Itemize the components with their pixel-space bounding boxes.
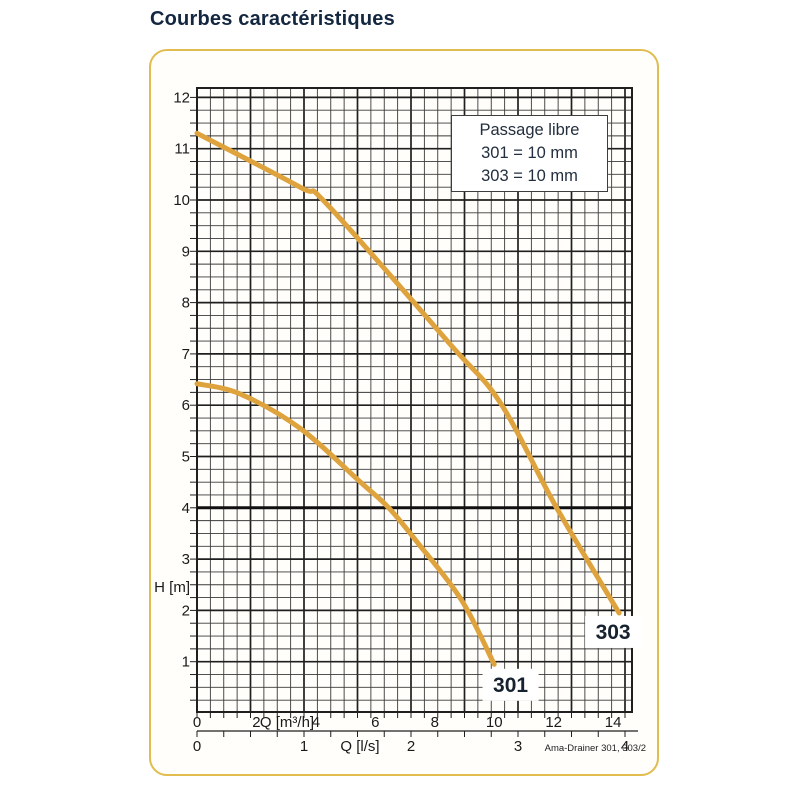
- x-tick-label-ls: 1: [300, 738, 308, 755]
- x-tick-label-ls: 3: [514, 738, 522, 755]
- y-tick-label: 5: [182, 449, 190, 466]
- x-tick-label-ls: 0: [193, 738, 201, 755]
- y-tick-label: 4: [182, 500, 190, 517]
- x-tick-label-m3h: 8: [431, 714, 439, 731]
- y-tick-label: 7: [182, 346, 190, 363]
- legend-title: Passage libre: [479, 121, 580, 139]
- y-tick-label: 12: [173, 89, 190, 106]
- y-axis-label: H [m]: [154, 579, 190, 596]
- series-label-303: 303: [596, 621, 631, 644]
- curve-301: [194, 381, 497, 667]
- x-tick-label-ls: 4: [621, 738, 629, 755]
- x-tick-label-m3h: 14: [605, 714, 622, 731]
- legend-box: Passage libre 301 = 10 mm 303 = 10 mm: [451, 115, 608, 192]
- x-axis-title-m3h: Q [m³/h]: [260, 714, 314, 731]
- series-label-bg-301: [482, 668, 539, 701]
- y-tick-label: 10: [173, 192, 190, 209]
- series-label-301: 301: [493, 674, 528, 697]
- x-axis-title-ls: Q [l/s]: [340, 738, 379, 755]
- y-tick-label: 1: [182, 654, 190, 671]
- series-label-bg-303: [585, 615, 642, 648]
- x-tick-label-m3h: 12: [545, 714, 562, 731]
- legend-line-303: 303 = 10 mm: [481, 167, 578, 185]
- legend-line-301: 301 = 10 mm: [481, 144, 578, 162]
- y-tick-label: 8: [182, 295, 190, 312]
- y-tick-label: 9: [182, 243, 190, 260]
- x-tick-label-m3h: 2: [252, 714, 260, 731]
- curve-303: [194, 130, 622, 616]
- x-tick-label-m3h: 4: [312, 714, 320, 731]
- y-tick-label: 11: [174, 141, 190, 158]
- x-tick-label-m3h: 6: [371, 714, 379, 731]
- x-tick-label-m3h: 10: [486, 714, 503, 731]
- plot-frame: [196, 87, 633, 713]
- page-title: Courbes caractéristiques: [150, 8, 395, 30]
- y-tick-label: 6: [182, 397, 190, 414]
- x-tick-label-m3h: 0: [193, 714, 201, 731]
- footer-note: Ama-Drainer 301, 303/2: [544, 743, 646, 754]
- y-tick-label: 3: [182, 551, 190, 568]
- y-tick-label: 2: [182, 602, 190, 619]
- x-tick-label-ls: 2: [407, 738, 415, 755]
